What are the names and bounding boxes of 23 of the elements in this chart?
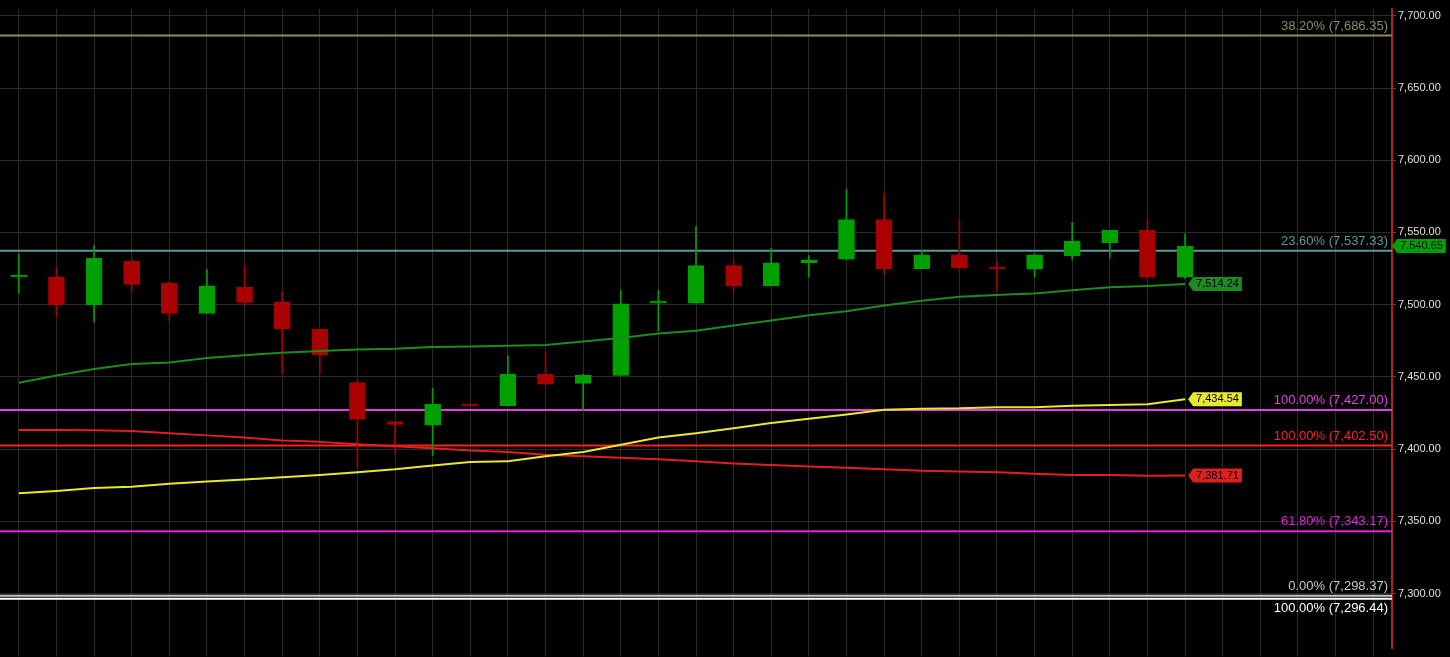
candlestick [10, 253, 28, 294]
ref-line-label: 100.00% (7,427.00) [1273, 392, 1388, 408]
y-tick-label: 7,450.00 [1398, 369, 1441, 382]
y-tick-label: 7,300.00 [1398, 586, 1441, 599]
y-tick-label: 7,700.00 [1398, 8, 1441, 21]
data-label: 7,381.71 [1196, 468, 1239, 481]
ref-line-label: 38.20% (7,686.35) [1281, 17, 1388, 33]
ref-line-label: 100.00% (7,296.44) [1273, 599, 1388, 615]
y-tick-label: 7,350.00 [1398, 514, 1441, 527]
ref-line-label: 23.60% (7,537.33) [1281, 232, 1388, 248]
data-label: 7,434.54 [1196, 392, 1239, 405]
y-tick-label: 7,600.00 [1398, 153, 1441, 166]
y-tick-label: 7,650.00 [1398, 81, 1441, 94]
candlestick [386, 421, 404, 454]
candlestick [988, 261, 1006, 291]
text: 7,540.65 [1400, 238, 1443, 251]
y-tick-label: 7,400.00 [1398, 442, 1441, 455]
y-tick-label: 7,500.00 [1398, 297, 1441, 310]
ref-line-label: 0.00% (7,298.37) [1288, 577, 1388, 593]
data-label: 7,514.24 [1196, 277, 1239, 290]
ref-line-label: 100.00% (7,402.50) [1273, 427, 1388, 443]
y-tick-label: 7,550.00 [1398, 225, 1441, 238]
ref-line-label: 61.80% (7,343.17) [1281, 513, 1388, 529]
